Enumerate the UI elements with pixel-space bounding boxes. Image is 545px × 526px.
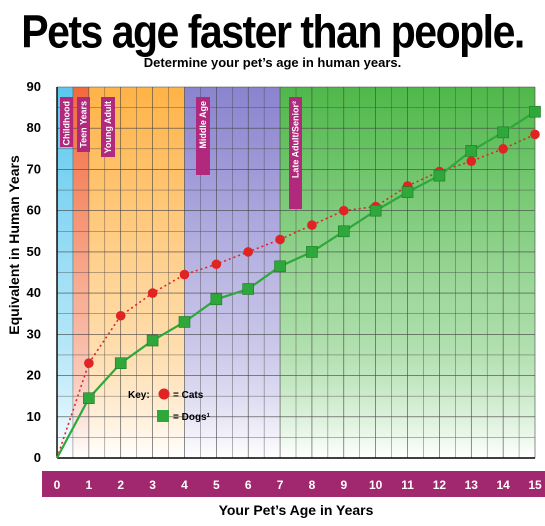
chart-subtitle: Determine your pet’s age in human years. <box>143 55 402 70</box>
x-tick-label: 4 <box>181 478 188 492</box>
cats-data-point <box>530 129 540 140</box>
y-axis-ticks: 0 10 20 30 40 50 60 70 80 90 <box>27 79 41 465</box>
cats-data-point <box>466 156 477 166</box>
cats-data-point <box>115 310 126 321</box>
x-tick-label: 11 <box>401 478 414 492</box>
y-tick-label: 40 <box>27 285 41 300</box>
x-tick-label: 8 <box>309 478 316 492</box>
key-dogs-marker <box>157 410 169 422</box>
y-tick-label: 30 <box>27 326 41 341</box>
dogs-data-point <box>83 392 95 405</box>
cats-data-point <box>179 269 190 280</box>
y-tick-label: 20 <box>27 368 41 383</box>
key-dogs-label: = Dogs¹ <box>173 412 211 423</box>
cats-data-point <box>275 234 285 245</box>
dogs-series-line <box>56 110 536 459</box>
x-tick-label: 12 <box>433 478 447 492</box>
cats-data-point <box>307 220 317 230</box>
chart-key: Key: = Cats = Dogs¹ <box>128 388 211 423</box>
cats-data-point <box>147 288 158 298</box>
dogs-data-point <box>242 283 254 295</box>
life-stage-tag <box>101 97 115 157</box>
x-tick-label: 15 <box>528 478 542 492</box>
y-tick-label: 90 <box>27 79 41 94</box>
life-stage-tag <box>77 97 90 152</box>
life-stage-tag <box>289 97 302 209</box>
x-tick-label: 14 <box>496 478 510 492</box>
y-tick-label: 70 <box>27 161 41 176</box>
dogs-data-point <box>401 186 414 198</box>
x-tick-label: 1 <box>86 478 93 492</box>
key-cats-label: = Cats <box>173 390 204 401</box>
x-tick-label: 9 <box>340 478 347 492</box>
dogs-data-point <box>178 316 191 328</box>
cats-data-point <box>498 144 508 154</box>
x-tick-label: 6 <box>245 478 252 492</box>
life-stage-label: Middle Age <box>198 101 208 149</box>
life-stage-label: Teen Years <box>79 101 89 148</box>
y-tick-label: 0 <box>34 450 41 465</box>
x-tick-label: 2 <box>117 478 124 492</box>
cats-data-point <box>211 259 222 270</box>
y-axis-label: Equivalent in Human Years <box>6 155 22 335</box>
cats-data-point <box>339 205 349 216</box>
chart-title: Pets age faster than people. <box>21 6 525 58</box>
y-tick-label: 80 <box>27 120 41 135</box>
dogs-data-point <box>337 225 350 238</box>
dogs-data-point <box>306 246 318 258</box>
dogs-data-point <box>274 260 286 273</box>
life-stage-tag <box>60 97 73 147</box>
x-tick-label: 7 <box>277 478 284 492</box>
cats-data-point <box>243 247 253 257</box>
dogs-data-point <box>146 334 159 347</box>
x-tick-label: 10 <box>369 478 383 492</box>
life-stage-labels: Childhood Teen Years Young Adult Middle Age… <box>60 97 302 209</box>
x-axis-band-bg <box>42 471 545 497</box>
dogs-data-point <box>369 204 382 217</box>
dogs-data-point <box>497 126 509 139</box>
dogs-data-point <box>433 169 446 182</box>
life-stage-tag <box>196 97 210 175</box>
x-axis-band: 0 1 2 3 4 5 6 7 8 9 10 11 12 13 14 15 <box>42 471 545 497</box>
key-cats-marker <box>158 388 170 400</box>
y-tick-label: 50 <box>27 244 41 259</box>
dogs-data-point <box>114 357 127 369</box>
x-tick-label: 0 <box>54 478 61 492</box>
life-stage-label: Young Adult <box>103 101 113 153</box>
y-tick-label: 10 <box>27 409 41 424</box>
life-stage-label: Late Adult/Senior² <box>291 101 301 178</box>
cats-data-point <box>84 358 94 368</box>
dogs-data-point <box>529 105 541 118</box>
y-tick-label: 60 <box>27 203 41 218</box>
life-stage-label: Childhood <box>62 101 72 146</box>
cats-series-line <box>56 133 536 459</box>
chart-grid <box>56 86 536 459</box>
key-title: Key: <box>128 390 150 401</box>
chart-series <box>56 105 541 459</box>
x-tick-label: 5 <box>213 478 220 492</box>
x-tick-label: 13 <box>465 478 479 492</box>
x-axis-label: Your Pet’s Age in Years <box>219 502 374 518</box>
dogs-data-point <box>210 293 223 306</box>
dogs-data-point <box>465 145 478 157</box>
x-tick-label: 3 <box>149 478 156 492</box>
